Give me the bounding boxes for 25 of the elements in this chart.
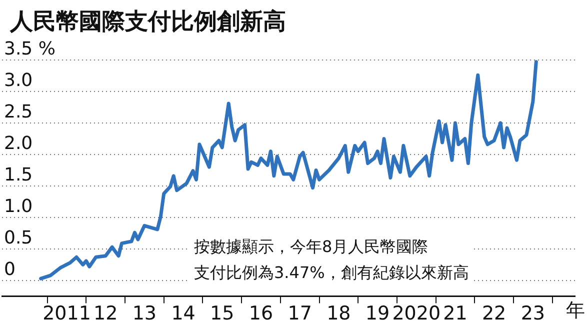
x-tick-label: 14	[171, 302, 196, 325]
x-tick-label: 18	[326, 302, 351, 325]
x-tick-label: 22	[482, 302, 506, 325]
x-axis-title: 年	[566, 300, 585, 322]
y-tick-label: 3.0	[4, 70, 33, 92]
x-tick-label: 21	[443, 302, 468, 325]
annotation: 按數據顯示，今年8月人民幣國際	[194, 237, 428, 256]
y-tick-label: 1.0	[4, 196, 33, 218]
y-tick-label: 2.0	[4, 133, 33, 154]
x-tick-label: 19	[365, 302, 390, 325]
y-tick-label: 0.5	[4, 228, 33, 249]
x-tick-label: 2020	[392, 302, 441, 325]
y-tick-label: 3.5 %	[4, 38, 56, 60]
y-tick-label: 1.5	[4, 164, 33, 186]
chart-title: 人民幣國際支付比例創新高	[10, 8, 286, 37]
x-tick-label: 15	[210, 302, 234, 325]
annotation: 支付比例為3.47%，創有紀錄以來新高	[194, 263, 469, 282]
x-tick-label: 2011	[42, 302, 91, 325]
x-tick-label: 23	[520, 302, 546, 325]
x-tick-label: 13	[132, 302, 157, 325]
x-tick-label: 17	[288, 302, 312, 325]
y-tick-label: 2.5	[4, 102, 33, 123]
y-tick-label: 0	[4, 259, 16, 280]
x-tick-label: 12	[94, 302, 118, 325]
x-tick-label: 16	[248, 302, 274, 325]
